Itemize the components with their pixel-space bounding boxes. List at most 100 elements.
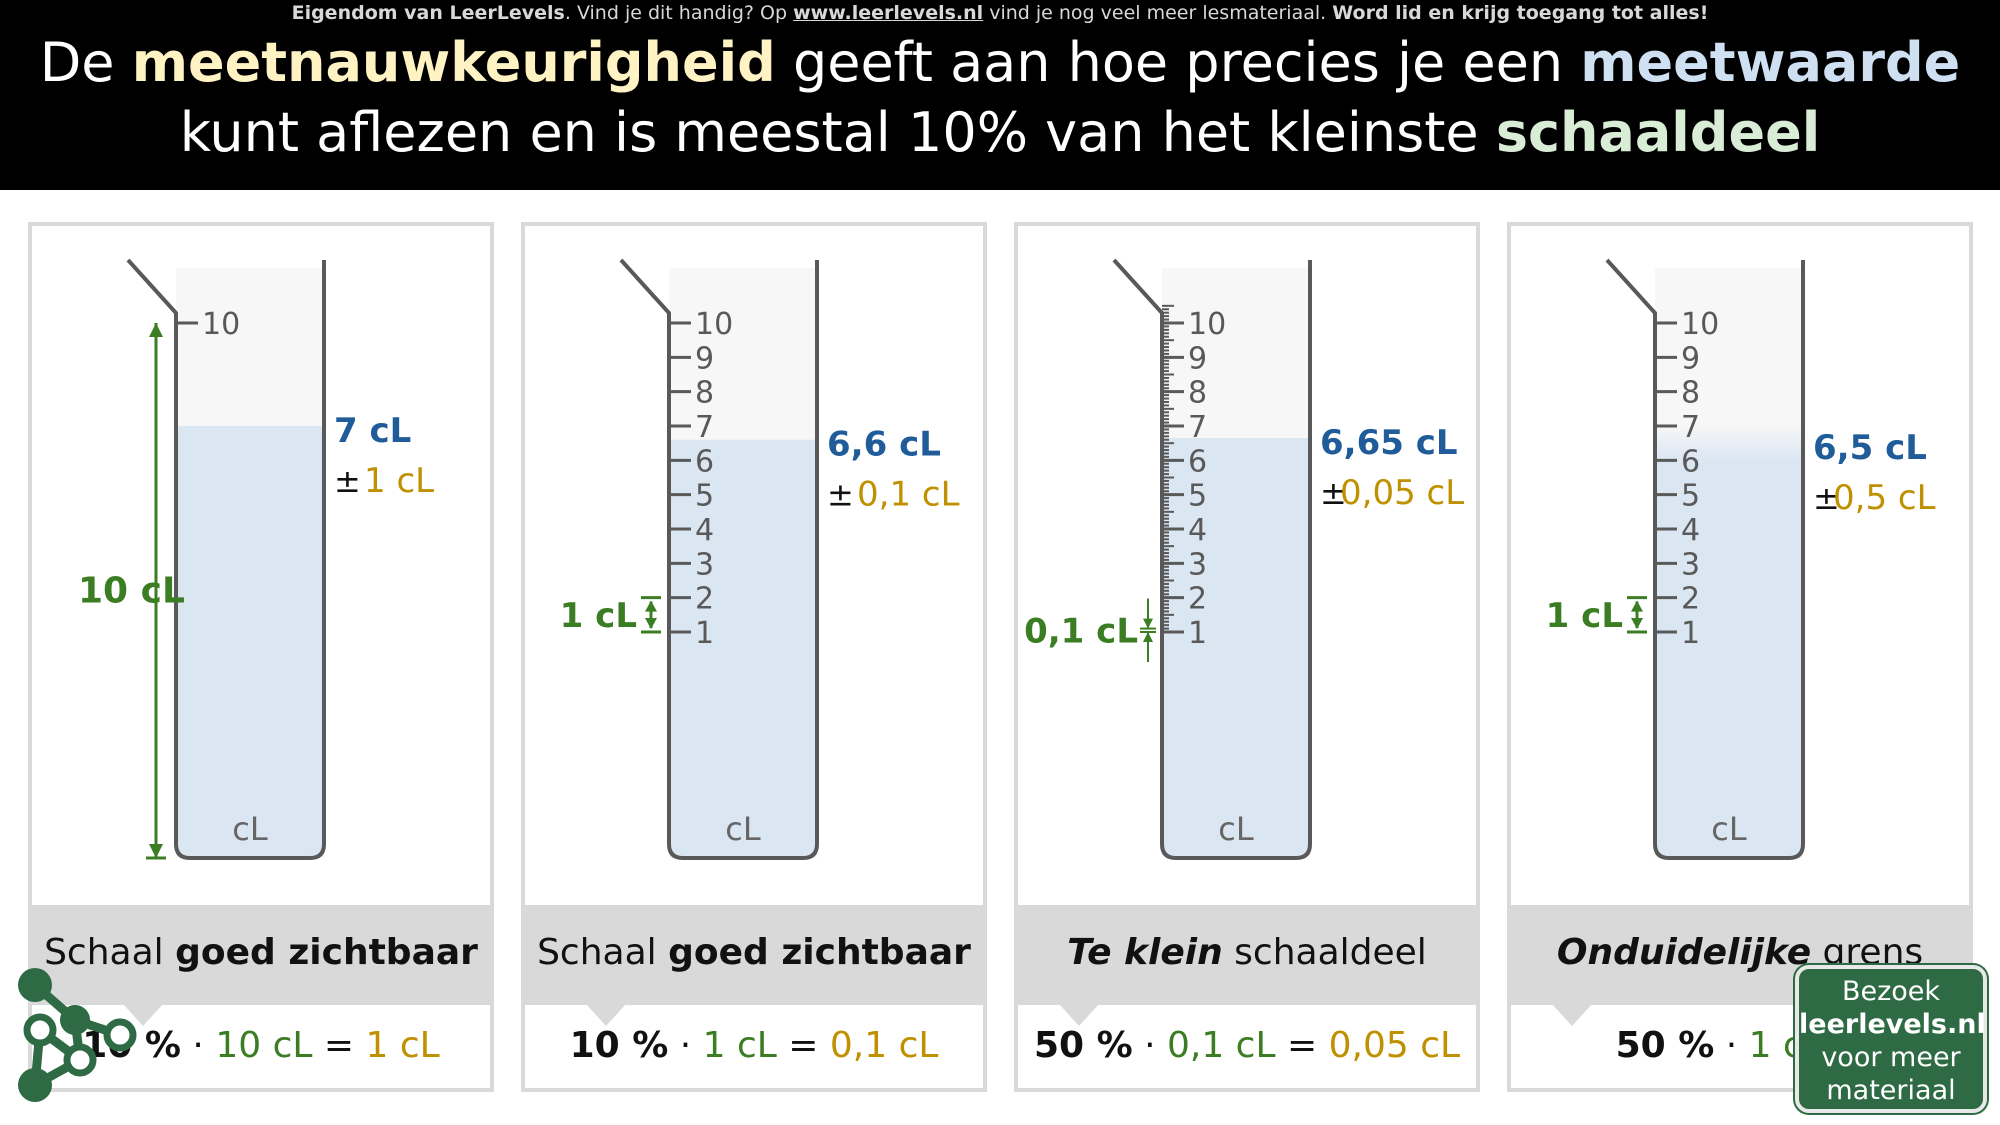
accuracy-value: 0,05 cL — [1340, 473, 1464, 513]
cylinder-outline — [1112, 258, 1312, 860]
accuracy-value: 0,1 cL — [857, 475, 960, 515]
arrow-head — [1143, 632, 1153, 642]
caption-plain: Schaal — [537, 932, 669, 973]
term-meetwaarde: meetwaarde — [1580, 31, 1961, 94]
caption-pointer — [586, 1004, 626, 1026]
tick-label: 2 — [695, 582, 714, 617]
accuracy-formula: 50 % · 0,1 cL = 0,05 cL — [1014, 1025, 1480, 1066]
caption-pointer — [123, 1004, 163, 1026]
unit-label: cL — [232, 810, 268, 848]
caption-plain: schaaldeel — [1222, 932, 1427, 973]
tick-label: 10 — [1188, 307, 1226, 342]
term-meetnauwkeurigheid: meetnauwkeurigheid — [131, 31, 776, 94]
caption-plain: Schaal — [44, 932, 176, 973]
tick-label: 7 — [695, 410, 714, 445]
membership-cta: Word lid en krijg toegang tot alles! — [1332, 2, 1709, 24]
division-label: 0,1 cL — [1024, 611, 1138, 651]
formula-division: 0,1 cL — [1166, 1025, 1276, 1066]
caption-band — [32, 905, 490, 1005]
cylinder-outline — [1605, 258, 1805, 860]
caption-emphasis: goed zichtbaar — [175, 932, 478, 973]
headline-text-2: geeft aan hoe precies je een — [775, 31, 1581, 94]
arrow-head — [1631, 600, 1643, 612]
formula-dot: · — [1714, 1025, 1749, 1066]
headline: De meetnauwkeurigheid geeft aan hoe prec… — [0, 28, 2000, 168]
tick-label: 5 — [1681, 479, 1700, 514]
notice-text-2: vind je nog veel meer lesmateriaal. — [983, 2, 1333, 24]
unit-label: cL — [1218, 810, 1254, 848]
plus-minus-sign: ± — [827, 476, 854, 514]
formula-result: 1 cL — [365, 1025, 440, 1066]
tick-label: 10 — [695, 307, 733, 342]
accuracy-formula: 10 % · 10 cL = 1 cL — [28, 1025, 494, 1066]
plus-minus-sign: ± — [334, 462, 361, 500]
panel-caption: Schaal goed zichtbaar — [521, 932, 987, 973]
liquid — [1162, 438, 1310, 858]
visit-line-4: materiaal — [1826, 1075, 1956, 1106]
panel-caption: Te klein schaaldeel — [1014, 932, 1480, 973]
plus-minus-sign: ± — [1813, 479, 1840, 517]
leerlevels-logo-icon — [18, 968, 137, 1102]
caption-emphasis: goed zichtbaar — [668, 932, 971, 973]
arrow-head — [1143, 618, 1153, 629]
tick-label: 6 — [1188, 444, 1207, 479]
visit-line-2: leerlevels.nl — [1799, 1009, 1986, 1040]
tick-label: 3 — [695, 547, 714, 582]
accuracy-formula: 10 % · 1 cL = 0,1 cL — [521, 1025, 987, 1066]
visit-leerlevels-button[interactable]: Bezoek leerlevels.nl voor meer materiaal — [1795, 965, 1987, 1113]
formula-percentage: 10 % — [569, 1025, 669, 1066]
caption-band — [1018, 905, 1476, 1005]
liquid — [176, 426, 324, 858]
tick-label: 7 — [1681, 410, 1700, 445]
formula-result: 0,1 cL — [829, 1025, 939, 1066]
caption-emphasis: Onduidelijke — [1556, 932, 1812, 973]
tick-label: 8 — [1681, 376, 1700, 411]
caption-emphasis: Te klein — [1067, 932, 1223, 973]
measured-value: 6,5 cL — [1813, 428, 1927, 468]
plus-minus-sign: ± — [1320, 474, 1347, 512]
headline-text-3: kunt aflezen en is meestal 10% van het k… — [179, 101, 1496, 164]
formula-dot: · — [180, 1025, 216, 1066]
caption-pointer — [1552, 1004, 1592, 1026]
tick-label: 10 — [202, 307, 240, 342]
cylinder-outline — [619, 258, 819, 860]
tick-label: 9 — [695, 341, 714, 376]
accuracy-value: 0,5 cL — [1833, 478, 1936, 518]
tick-label: 1 — [695, 616, 714, 651]
formula-result: 0,05 cL — [1328, 1025, 1461, 1066]
division-label: 10 cL — [78, 571, 185, 612]
formula-equals: = — [312, 1025, 366, 1066]
tick-label: 1 — [1188, 616, 1207, 651]
header-banner: Eigendom van LeerLevels. Vind je dit han… — [0, 0, 2000, 190]
measured-value: 6,65 cL — [1320, 423, 1458, 463]
arrow-head — [149, 844, 163, 858]
accuracy-value: 1 cL — [364, 461, 434, 501]
tick-label: 3 — [1681, 547, 1700, 582]
tick-label: 9 — [1188, 341, 1207, 376]
formula-equals: = — [1275, 1025, 1329, 1066]
formula-division: 1 cL — [702, 1025, 777, 1066]
ownership-notice: Eigendom van LeerLevels. Vind je dit han… — [0, 2, 2000, 24]
panels-area: Schaal goed zichtbaar 10 % · 10 cL = 1 cL… — [0, 190, 2000, 1125]
cylinder-outline — [126, 258, 326, 860]
formula-percentage: 50 % — [1033, 1025, 1133, 1066]
tick-label: 6 — [695, 444, 714, 479]
liquid — [1655, 461, 1803, 858]
tick-label: 8 — [695, 376, 714, 411]
graduated-cylinder: 10 cL 7 cL ± 1 cL 10 cL — [78, 258, 434, 860]
arrow-head — [645, 600, 657, 612]
notice-text-1: . Vind je dit handig? Op — [564, 2, 794, 24]
tick-label: 5 — [1188, 479, 1207, 514]
tick-label: 5 — [695, 479, 714, 514]
website-link[interactable]: www.leerlevels.nl — [793, 2, 984, 24]
arrow-head — [645, 618, 657, 629]
formula-dot: · — [1132, 1025, 1167, 1066]
measured-value: 7 cL — [334, 411, 411, 451]
arrow-head — [149, 323, 163, 337]
arrow-head — [1631, 618, 1643, 629]
tick-label: 9 — [1681, 341, 1700, 376]
tick-label: 4 — [695, 513, 714, 548]
tick-label: 4 — [1188, 513, 1207, 548]
